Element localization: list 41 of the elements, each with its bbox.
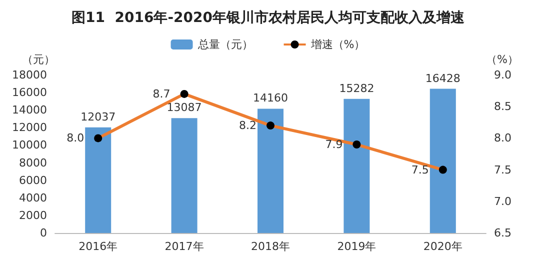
x-tick-label: 2016年 xyxy=(78,240,118,253)
data-label: 16428 xyxy=(425,72,460,85)
data-label: 8.7 xyxy=(152,87,170,100)
bar xyxy=(258,108,284,233)
y-tick-label: 12000 xyxy=(12,121,47,134)
y2-tick-label: 8.0 xyxy=(494,132,512,145)
y-tick-label: 4000 xyxy=(19,191,47,204)
x-tick-label: 2020年 xyxy=(423,240,462,253)
chart-title: 图11 2016年-2020年银川市农村居民人均可支配收入及增速 xyxy=(72,9,466,26)
data-label: 7.9 xyxy=(325,138,343,152)
y2-tick-label: 7.0 xyxy=(494,194,512,208)
data-label: 12037 xyxy=(80,110,116,124)
y2-tick-label: 8.5 xyxy=(494,100,512,114)
x-tick-label: 2019年 xyxy=(337,240,376,253)
y-tick-label: 0 xyxy=(40,226,47,240)
y-axis-title: （元） xyxy=(22,53,55,66)
legend-label: 总量（元） xyxy=(196,38,253,51)
y-tick-label: 10000 xyxy=(12,138,47,152)
bar xyxy=(85,127,112,233)
bar xyxy=(344,98,370,233)
data-label: 8.2 xyxy=(239,119,256,132)
data-label: 15282 xyxy=(339,82,374,95)
y2-axis-title: （%） xyxy=(486,53,518,66)
bar xyxy=(171,118,198,233)
y-tick-label: 16000 xyxy=(12,86,47,100)
y-tick-label: 6000 xyxy=(19,174,47,187)
x-tick-label: 2017年 xyxy=(164,240,204,253)
bar xyxy=(430,88,456,233)
data-label: 8.0 xyxy=(66,132,84,145)
y2-tick-label: 6.5 xyxy=(494,226,512,240)
x-tick-label: 2018年 xyxy=(251,240,290,253)
y-tick-label: 18000 xyxy=(12,68,47,82)
data-label: 7.5 xyxy=(411,163,429,176)
data-label: 13087 xyxy=(166,101,202,114)
y2-tick-label: 9.0 xyxy=(494,68,512,82)
data-label: 14160 xyxy=(253,92,288,105)
y-tick-label: 8000 xyxy=(19,156,47,170)
legend-label: 增速（%） xyxy=(310,38,366,51)
y-tick-label: 14000 xyxy=(12,104,47,117)
y-tick-label: 2000 xyxy=(19,208,47,222)
y2-tick-label: 7.5 xyxy=(494,163,512,176)
